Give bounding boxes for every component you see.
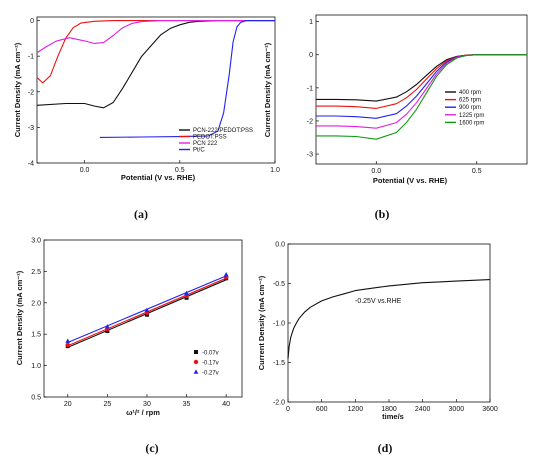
- y-axis-label: Current Density (mA cm⁻²): [263, 42, 272, 137]
- x-tick-label: 1800: [381, 406, 397, 413]
- x-tick-label: 0.5: [472, 168, 482, 175]
- y-tick-label: -0.5: [273, 281, 285, 288]
- legend-label: -0.17v: [202, 361, 219, 367]
- chart-annotation: -0.25V vs.RHE: [355, 298, 402, 305]
- y-tick-label: -3: [307, 152, 313, 159]
- y-tick-label: 0: [30, 18, 34, 25]
- y-tick-label: -1.5: [273, 360, 285, 367]
- legend-swatch: [193, 369, 199, 374]
- chart-4: 0 600 1200 1800 2400 3000 3600 0.0 -0.5 -1.0 -1.5 -…: [257, 242, 498, 456]
- y-axis-label: Current Density (mA cm⁻²): [15, 270, 24, 365]
- y-tick-label: 0: [309, 52, 313, 59]
- data-point: [104, 324, 110, 329]
- panel-caption: (b): [375, 207, 390, 221]
- legend-label: -0.27v: [202, 371, 219, 377]
- chart-1: 0.0 0.5 1.0 0 -1 -2 -3 -4 Potential (V vs. RHE) C…: [13, 16, 280, 221]
- legend-swatch: [193, 359, 199, 365]
- legend-label: 1225 rpm: [459, 113, 484, 119]
- legend-label: PCN 222: [193, 141, 218, 147]
- y-tick-label: 1.5: [31, 332, 41, 339]
- x-axis-label: Potential (V vs. RHE): [121, 173, 196, 182]
- plot-frame: [315, 14, 528, 165]
- chart-2: 0.0 0.5 1 0 -1 -2 -3 Potential (V vs. RHE) Curre…: [263, 14, 528, 221]
- y-tick-label: -2.0: [273, 400, 285, 407]
- series-line-1: [316, 54, 527, 102]
- y-tick-label: -1.0: [273, 321, 285, 328]
- panel-caption: (c): [145, 441, 158, 455]
- y-tick-label: 1.0: [31, 363, 41, 370]
- series-line-4: [99, 20, 275, 138]
- data-point: [65, 338, 71, 343]
- x-tick-label: 1.0: [270, 167, 280, 174]
- series-line-2: [36, 20, 275, 84]
- x-axis-label: ω¹/² / rpm: [126, 408, 160, 417]
- series-line-3: [316, 54, 527, 119]
- y-axis-label: Current Density (mA cm⁻²): [13, 42, 22, 137]
- x-tick-label: 20: [64, 401, 72, 408]
- legend-label: PCN-222/PEDOT:PSS: [193, 128, 253, 134]
- legend-label: -0.07v: [202, 351, 219, 357]
- y-tick-label: -1: [28, 54, 34, 61]
- x-tick-label: 0.5: [175, 167, 185, 174]
- legend-label: 900 rpm: [459, 105, 481, 111]
- x-tick-label: 0: [286, 406, 290, 413]
- y-tick-label: -2: [28, 89, 34, 96]
- series-line-4: [316, 54, 527, 129]
- y-tick-label: 1: [309, 19, 313, 26]
- y-tick-label: 2.0: [31, 300, 41, 307]
- y-tick-label: -2: [307, 118, 313, 125]
- y-axis-label: Current Density (mA cm⁻²): [257, 275, 266, 370]
- x-tick-label: 0.0: [371, 168, 381, 175]
- legend-label: PEDOT:PSS: [193, 135, 227, 141]
- series-line-5: [316, 54, 527, 140]
- data-point: [144, 307, 150, 313]
- x-tick-label: 25: [103, 401, 111, 408]
- legend-label: 400 rpm: [459, 90, 481, 96]
- chart-3: 20 25 30 35 40 3.0 2.5 2.0 1.5 1.0 0.5 ω¹/² / rpm Cu…: [15, 238, 243, 455]
- x-tick-label: 600: [316, 406, 328, 413]
- plot-frame: [36, 16, 276, 164]
- series-line-1: [36, 20, 275, 109]
- x-tick-label: 3600: [482, 406, 498, 413]
- legend-label: 1600 rpm: [459, 120, 484, 126]
- plot-frame: [287, 243, 491, 403]
- x-tick-label: 1200: [348, 406, 364, 413]
- data-point: [223, 271, 229, 277]
- plot-frame: [43, 239, 243, 398]
- legend-label: 625 rpm: [459, 98, 481, 104]
- x-tick-label: 0.0: [80, 167, 90, 174]
- x-tick-label: 3000: [449, 406, 465, 413]
- x-tick-label: 2400: [415, 406, 431, 413]
- y-tick-label: -1: [307, 85, 313, 92]
- legend-swatch: [194, 350, 198, 354]
- x-axis-label: Potential (V vs. RHE): [373, 176, 448, 185]
- y-tick-label: 0.0: [275, 242, 285, 249]
- data-point: [184, 290, 189, 296]
- series-line-3: [36, 20, 275, 54]
- y-tick-label: 2.5: [31, 269, 41, 276]
- x-axis-label: time/s: [382, 412, 404, 421]
- legend-label: Pt/C: [193, 148, 205, 154]
- data-point: [65, 342, 70, 348]
- panel-caption: (d): [378, 441, 393, 455]
- panel-caption: (a): [134, 207, 148, 221]
- y-tick-label: -4: [28, 161, 34, 168]
- y-tick-label: 3.0: [31, 238, 41, 245]
- y-tick-label: 0.5: [31, 395, 41, 402]
- x-tick-label: 35: [183, 401, 191, 408]
- x-tick-label: 30: [143, 401, 151, 408]
- series-line-1: [287, 279, 491, 359]
- x-tick-label: 40: [222, 401, 230, 408]
- y-tick-label: -3: [28, 125, 34, 132]
